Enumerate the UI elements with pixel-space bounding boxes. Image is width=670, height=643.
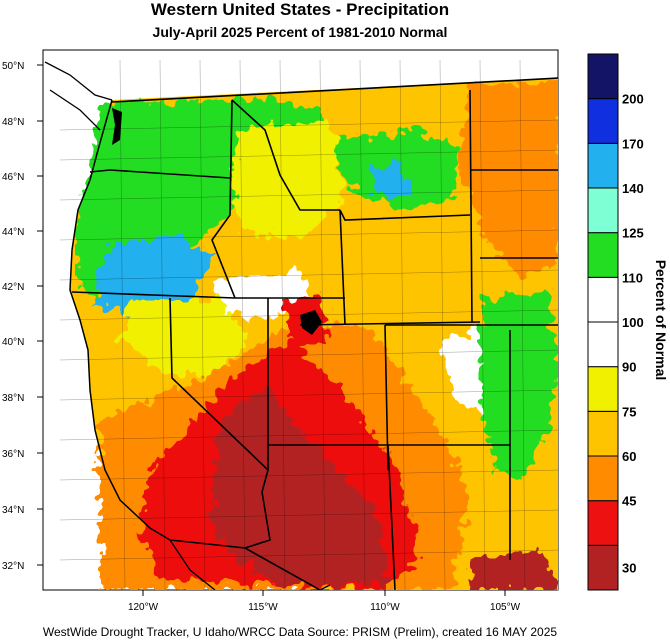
idaho-west-border xyxy=(211,99,236,299)
lat-label: 36°N xyxy=(2,449,24,460)
coastline xyxy=(69,99,171,541)
legend-break-label: 60 xyxy=(622,449,636,464)
legend-break-label: 125 xyxy=(622,226,644,241)
lon-label: 120°W xyxy=(128,602,159,613)
latitude-labels: 50°N 48°N 46°N 44°N 42°N 40°N 38°N 36°N … xyxy=(2,61,24,572)
lat-label: 42°N xyxy=(2,282,24,293)
lon-label: 110°W xyxy=(370,602,400,613)
lat-label: 32°N xyxy=(2,561,24,572)
lon-label: 105°W xyxy=(490,602,521,613)
baja-coast xyxy=(169,539,331,590)
legend-swatch xyxy=(587,232,619,278)
great-salt-lake xyxy=(300,310,322,335)
legend-swatch xyxy=(587,321,619,368)
legend-swatch xyxy=(587,276,619,323)
legend-swatch xyxy=(587,53,619,100)
lat-label: 46°N xyxy=(2,172,24,183)
region-slightly-below-nevada xyxy=(120,300,250,380)
puget-sound xyxy=(112,108,122,145)
lat-label: 38°N xyxy=(2,393,24,404)
legend-colorbar xyxy=(587,53,619,591)
region-very-dry-new-mexico xyxy=(470,550,558,590)
legend-swatch xyxy=(587,455,619,502)
region-very-wet-oregon xyxy=(95,235,215,320)
longitude-axis xyxy=(142,590,506,596)
region-wet-plains xyxy=(480,290,558,480)
map-title: Western United States - Precipitation xyxy=(150,0,450,19)
footer-credit: WestWide Drought Tracker, U Idaho/WRCC D… xyxy=(42,625,558,639)
legend-swatch xyxy=(587,142,619,189)
legend-swatch xyxy=(587,98,619,144)
legend-labels: 30 45 60 75 90 100 110 125 140 170 200 xyxy=(622,92,644,576)
legend-break-label: 45 xyxy=(622,494,636,509)
legend-break-label: 90 xyxy=(622,360,636,375)
longitude-labels: 120°W 115°W 110°W 105°W xyxy=(128,602,521,613)
legend-break-label: 140 xyxy=(622,181,644,196)
lat-label: 50°N xyxy=(2,61,24,72)
latitude-axis xyxy=(37,64,43,566)
legend-break-label: 170 xyxy=(622,136,644,151)
legend-break-label: 200 xyxy=(622,92,644,107)
wyoming-east-border xyxy=(469,89,473,323)
legend-break-label: 75 xyxy=(622,404,636,419)
legend-swatch xyxy=(587,544,619,591)
or-ca-nv-border xyxy=(71,291,236,299)
region-dry-northeast xyxy=(460,80,558,280)
wyoming-south-border xyxy=(299,321,481,326)
ca-az-border xyxy=(244,491,271,549)
map-subtitle: July-April 2025 Percent of 1981-2010 Nor… xyxy=(152,24,448,40)
lat-label: 44°N xyxy=(2,227,24,238)
lat-label: 48°N xyxy=(2,117,24,128)
legend-swatch xyxy=(587,366,619,412)
canada-border xyxy=(111,77,558,103)
wa-or-border xyxy=(89,169,231,179)
legend-swatch xyxy=(587,500,619,546)
region-very-wet-montana xyxy=(370,165,412,200)
mexico-border xyxy=(169,539,321,590)
idaho-montana-border xyxy=(231,99,340,211)
legend-break-label: 30 xyxy=(622,561,636,576)
montana-wyoming-border xyxy=(339,209,471,221)
vancouver-island xyxy=(44,61,113,131)
ca-nv-diagonal xyxy=(169,297,269,493)
legend-swatch xyxy=(587,187,619,234)
legend-break-label: 110 xyxy=(622,270,643,285)
legend-title: Percent of Normal xyxy=(653,260,669,381)
lat-label: 34°N xyxy=(2,505,24,516)
legend-break-label: 100 xyxy=(622,315,644,330)
region-very-dry-southwest xyxy=(210,385,390,585)
state-boundaries xyxy=(71,77,558,590)
precipitation-field xyxy=(44,59,558,590)
lat-label: 40°N xyxy=(2,337,24,348)
legend-swatch xyxy=(587,410,619,457)
lon-label: 115°W xyxy=(248,602,278,613)
wyoming-west-border xyxy=(339,209,346,326)
az-nm-border xyxy=(387,444,396,590)
